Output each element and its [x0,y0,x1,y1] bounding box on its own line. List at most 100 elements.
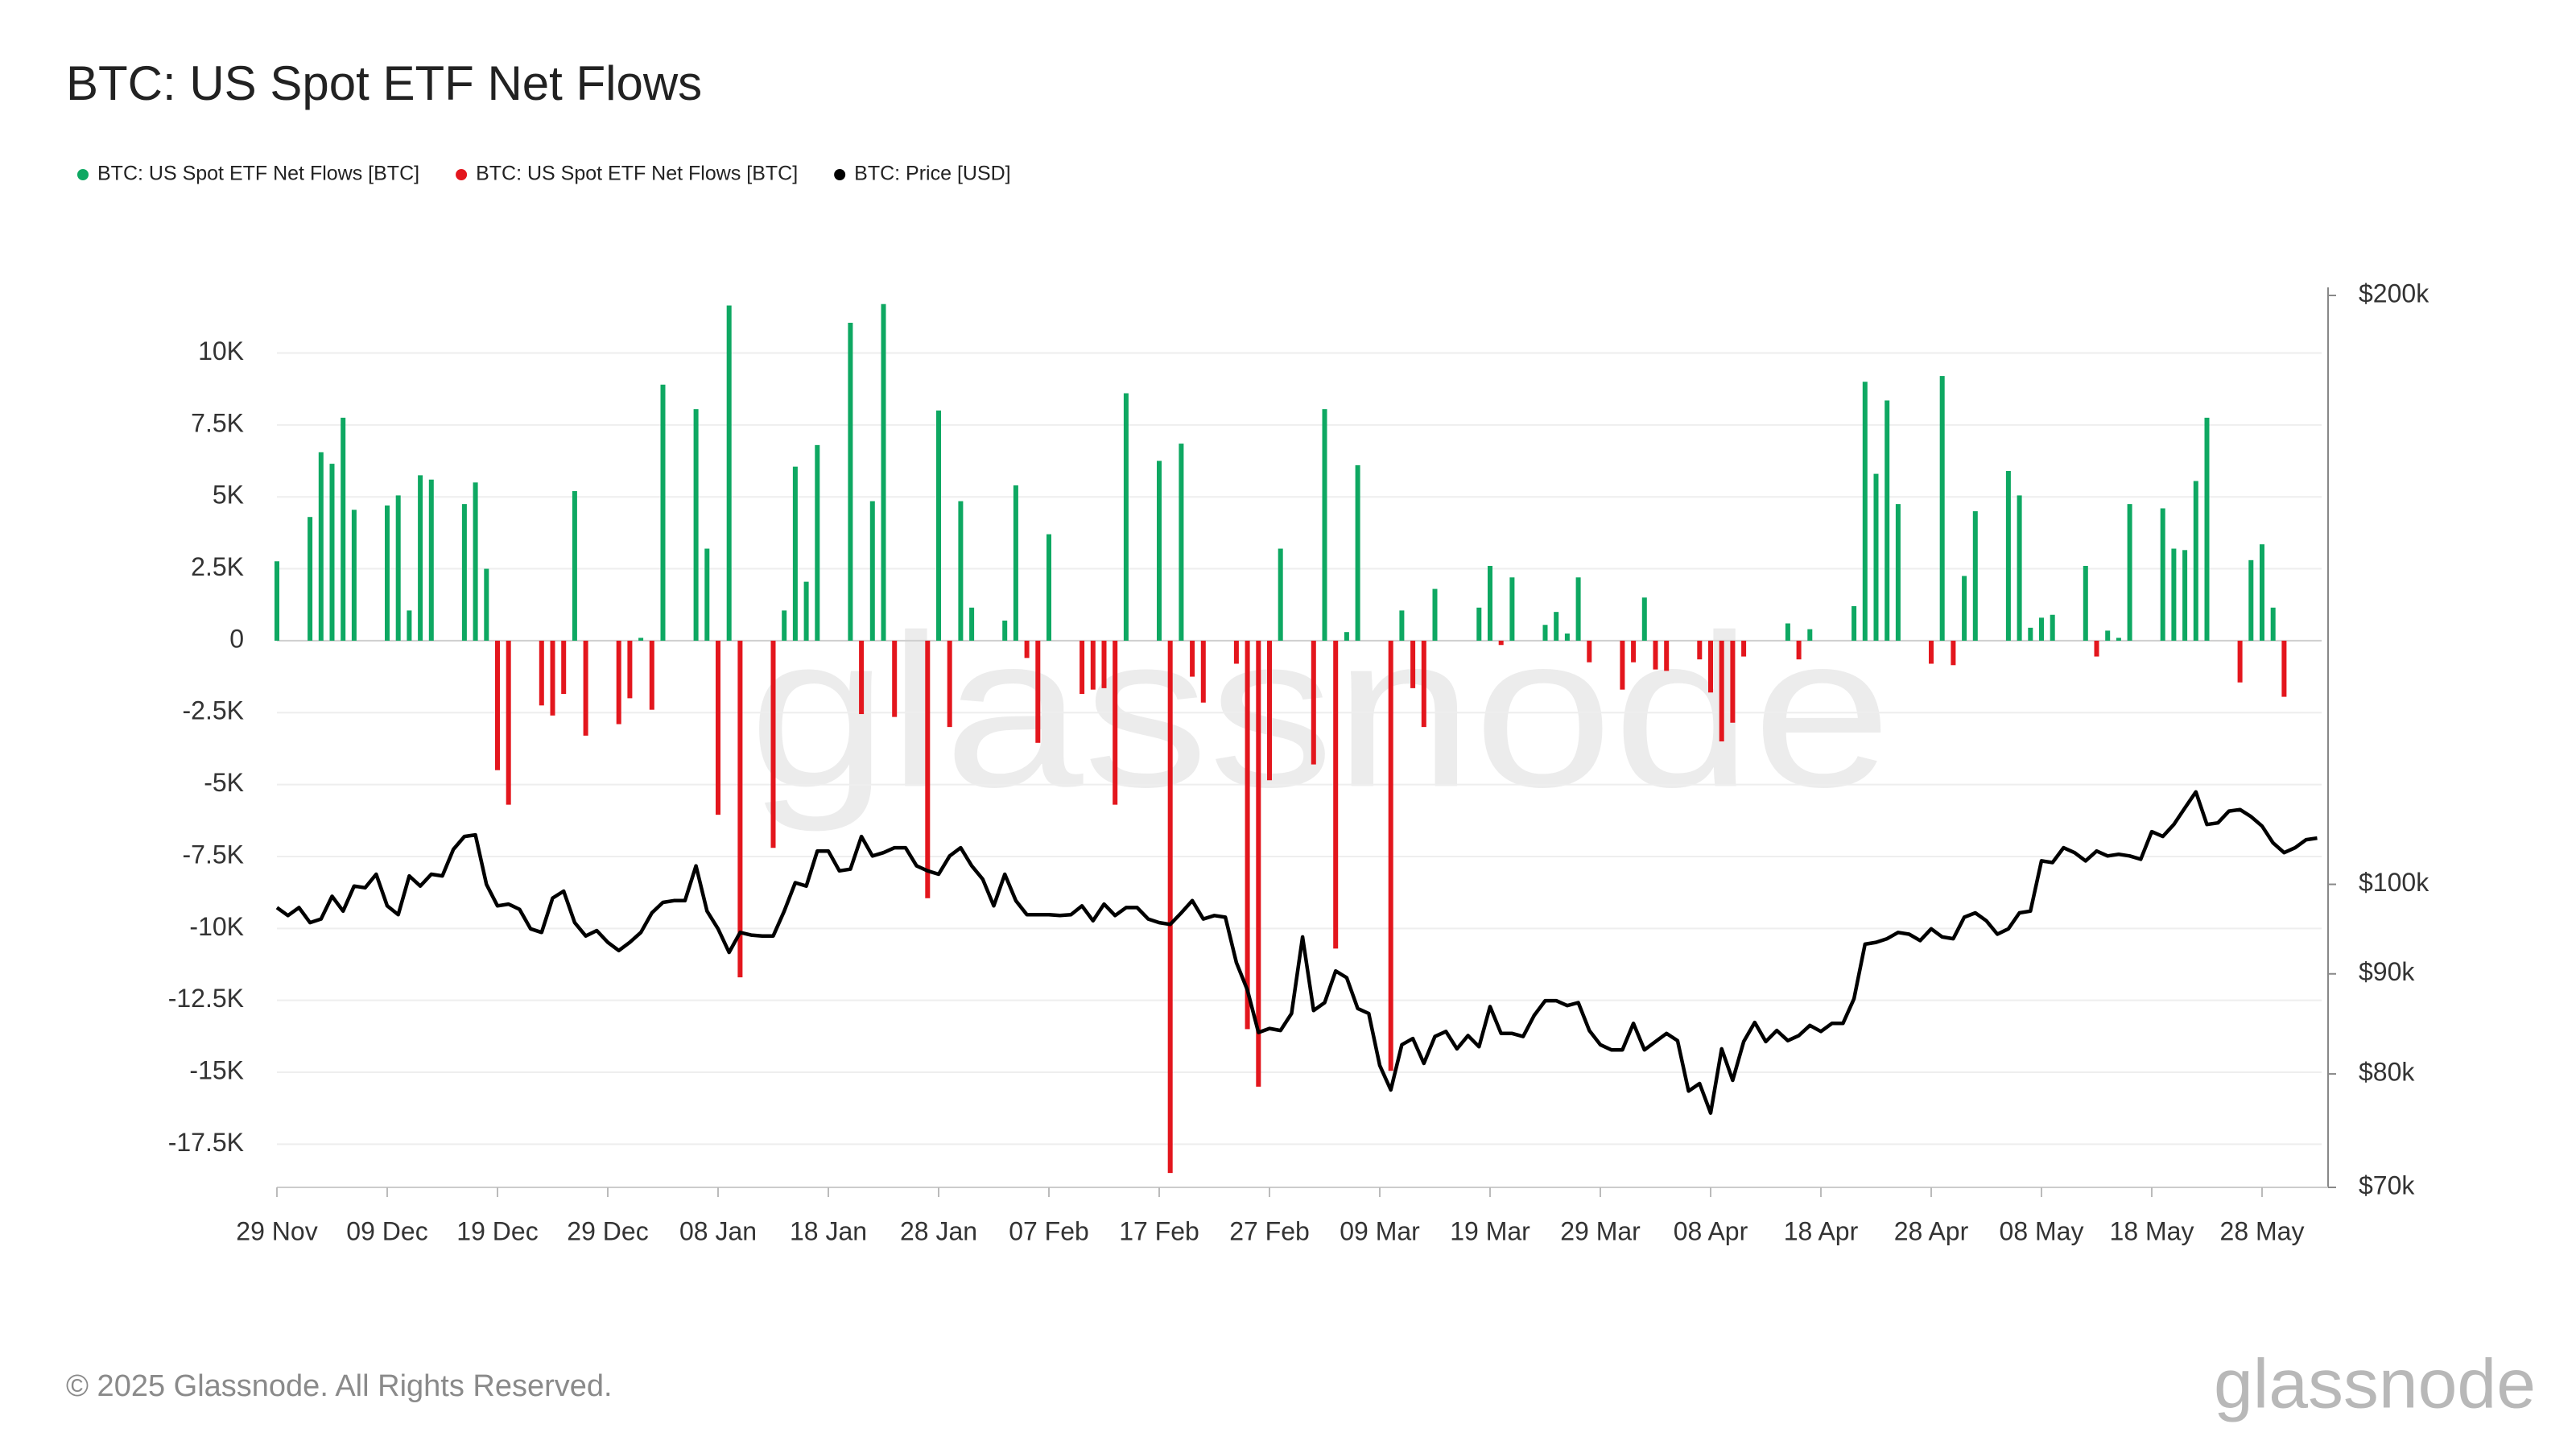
bar [1267,640,1272,781]
bar [1355,464,1360,641]
legend-dot [834,169,846,180]
x-tick-label: 08 Apr [1674,1216,1748,1245]
y-tick-label: -10K [189,912,244,941]
y2-tick-label: $80k [2359,1058,2415,1087]
y-tick-label: -17.5K [168,1128,244,1157]
y2-tick-label: $70k [2359,1170,2415,1199]
bar [1587,640,1592,663]
y2-tick-label: $200k [2359,279,2429,308]
y-tick-label: 10K [198,336,244,365]
legend-label: BTC: US Spot ETF Net Flows [BTC] [476,163,798,185]
bar [2171,548,2177,641]
bar [2116,638,2121,641]
bar [969,607,975,641]
bar [1432,588,1438,641]
bar [2039,617,2044,641]
bar [627,640,633,699]
bar [660,384,666,641]
bar [1245,640,1250,1030]
bar [1929,640,1934,664]
bar [1664,640,1670,671]
bar [583,640,588,736]
y-tick-label: -15K [189,1055,244,1084]
bar [1233,640,1239,664]
x-tick-label: 29 Dec [567,1216,648,1245]
bar [1741,640,1747,657]
bar [2005,471,2011,641]
bar [1951,640,1956,666]
logo: glassnode [2214,1346,2536,1423]
bar [2083,565,2088,641]
bar [318,452,324,641]
chart-title: BTC: US Spot ETF Net Flows [66,56,702,110]
bar [1080,640,1085,695]
bar [737,640,743,978]
bar [1509,577,1515,641]
y-tick-label: -7.5K [183,840,244,869]
bar [1939,376,1945,641]
bar [925,640,931,898]
x-tick-label: 28 May [2220,1216,2305,1245]
bar [1013,485,1018,641]
bar [2160,508,2165,641]
bar [1311,640,1316,765]
x-tick-label: 19 Mar [1450,1216,1530,1245]
y-tick-label: -5K [204,768,244,797]
bar [1708,640,1713,693]
x-tick-label: 18 May [2110,1216,2194,1245]
bar [1410,640,1416,688]
bar [572,491,577,641]
bar [792,466,798,641]
bar [1852,606,1857,641]
bar [704,548,710,641]
bar [1564,633,1570,641]
x-tick-label: 09 Dec [346,1216,427,1245]
y-tick-label: -12.5K [168,984,244,1013]
x-tick-label: 18 Jan [790,1216,867,1245]
y-tick-label: 0 [229,624,244,653]
bar [958,501,964,641]
bar [407,610,412,641]
bar [1333,640,1339,949]
legend-label: BTC: Price [USD] [854,163,1010,185]
bar [1873,473,1879,641]
bar [1862,382,1868,641]
bar [2028,627,2033,641]
bar [1167,640,1173,1174]
bar [473,482,478,641]
bar [1575,577,1581,641]
legend-dot [77,169,89,180]
bar [461,504,467,641]
bar [770,640,776,848]
bar [1796,640,1802,660]
bar [275,561,279,641]
bar [892,640,898,717]
bar [1399,610,1405,641]
bar [1498,640,1504,646]
x-tick-label: 19 Dec [456,1216,538,1245]
x-tick-label: 18 Apr [1784,1216,1859,1245]
bar [1002,620,1008,641]
legend-dot [456,169,468,180]
bar [2237,640,2243,683]
x-tick-label: 29 Mar [1560,1216,1641,1245]
bar [1046,534,1051,641]
bar [1488,565,1492,641]
price-line [275,790,2318,1115]
bar [341,417,346,641]
bar [2127,504,2132,641]
bar [495,640,500,770]
y2-tick-label: $90k [2359,957,2415,986]
bar [1024,640,1030,658]
bar [1641,597,1647,641]
bar [1554,612,1559,641]
bar [726,305,732,641]
bar [1807,629,1813,641]
x-tick-label: 29 Nov [236,1216,317,1245]
bar [1157,460,1162,641]
bar [1113,640,1118,805]
bar [1719,640,1724,741]
bar [1962,576,1967,641]
bar [385,505,390,641]
